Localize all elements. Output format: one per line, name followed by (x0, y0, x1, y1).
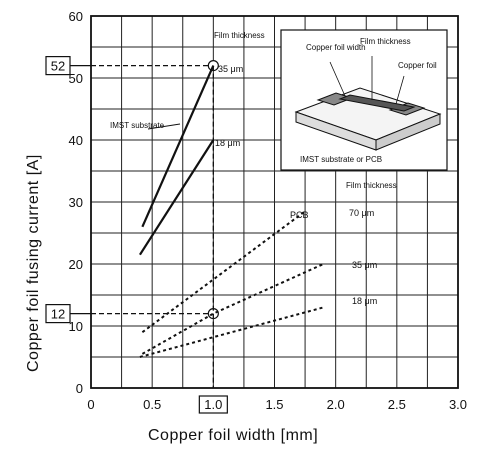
x-tick-highlight-box (198, 395, 228, 414)
y-highlight-label: 52 (51, 59, 65, 74)
annotations: Film thickness 35 μm 18 μm IMST substrat… (110, 31, 397, 306)
series-line (139, 139, 215, 256)
series-line (141, 210, 306, 334)
label-18um-top: 18 μm (215, 138, 240, 148)
x-tick-label: 2.5 (388, 397, 406, 412)
pcb-label: PCB (290, 210, 309, 220)
y-tick-label: 10 (69, 319, 83, 334)
x-tick-label: 2.0 (327, 397, 345, 412)
inset-copper-trace (338, 94, 416, 112)
inset-copper-foil-label: Copper foil (398, 61, 437, 70)
y-tick-label: 30 (69, 195, 83, 210)
film-thickness-top-label: Film thickness (214, 31, 265, 40)
inset-diagram: Copper foil width Film thickness Copper … (280, 29, 448, 171)
inset-copper-foil-width-label: Copper foil width (306, 43, 366, 52)
inset-film-thickness-label: Film thickness (360, 37, 411, 46)
inset-width-pointer (329, 61, 346, 97)
y-tick-label: 20 (69, 257, 83, 272)
y-tick-label: 0 (76, 381, 83, 396)
film-thickness-pcb-label: Film thickness (346, 181, 397, 190)
label-35um-top: 35 μm (218, 64, 243, 74)
highlight-guides: 52 12 (45, 55, 219, 388)
y-tick-label: 60 (69, 9, 83, 24)
imst-substrate-label: IMST substrate (110, 121, 165, 130)
series-line (141, 263, 324, 355)
chart-axes (90, 15, 459, 389)
data-series (139, 65, 324, 358)
x-tick-label: 3.0 (449, 397, 467, 412)
imst-pointer (147, 123, 181, 130)
label-70um-pcb: 70 μm (349, 208, 374, 218)
label-35um-pcb: 35 μm (352, 260, 377, 270)
y-axis-title: Copper foil fusing current [A] (25, 154, 42, 372)
y-tick-label: 40 (69, 133, 83, 148)
x-tick-label: 0 (87, 397, 94, 412)
x-tick-label: 0.5 (143, 397, 161, 412)
y-highlight-label: 12 (51, 307, 65, 322)
inset-foil-pointer (395, 75, 405, 105)
inset-caption: IMST substrate or PCB (300, 155, 382, 164)
x-tick-label: 1.5 (265, 397, 283, 412)
plot-frame (90, 15, 459, 389)
series-line (141, 65, 215, 228)
y-tick-label: 50 (69, 71, 83, 86)
inset-substrate-front (375, 113, 441, 151)
series-line (139, 306, 324, 358)
label-18um-pcb: 18 μm (352, 296, 377, 306)
x-tick-label: 1.0 (204, 397, 222, 412)
x-axis-title: Copper foil width [mm] (148, 427, 318, 444)
tick-labels: 0 0.5 1.0 1.5 2.0 2.5 3.0 0 10 20 30 40 50 60 (69, 9, 467, 414)
